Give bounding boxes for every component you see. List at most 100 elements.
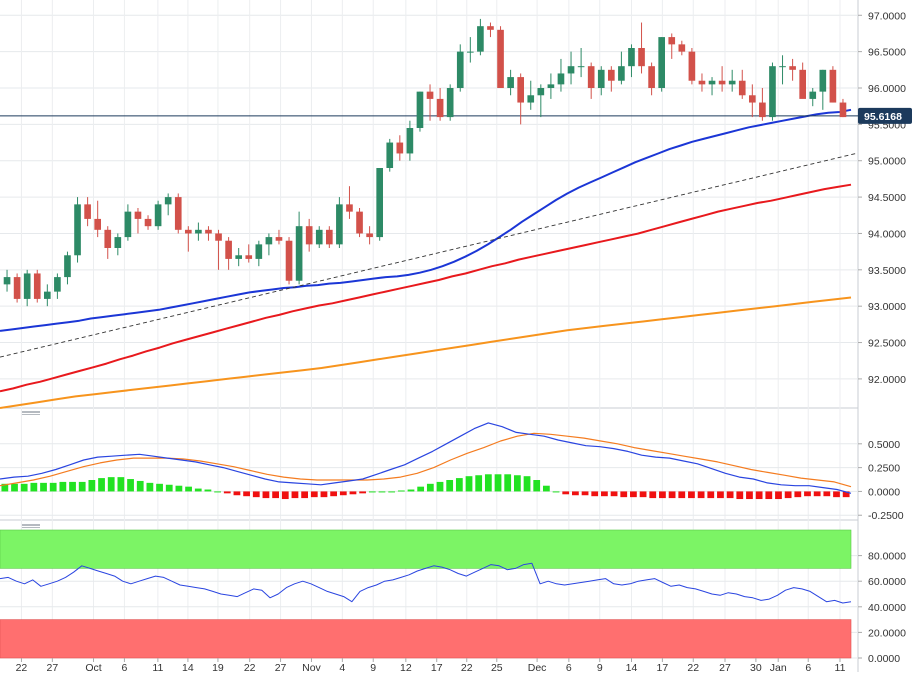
macd-histogram-bar [697,491,705,499]
x-tick-label: 17 [431,662,443,674]
macd-histogram-bar [542,485,550,492]
x-tick-label: 25 [491,662,503,674]
candle-body [255,244,263,259]
candle-body [819,69,827,92]
candle-body [154,204,162,227]
x-tick-label: 6 [121,662,127,674]
rsi-y-tick-label: 60.0000 [868,576,906,588]
rsi-bands [0,529,852,659]
candle-body [84,204,91,219]
x-tick-label: 9 [370,662,376,674]
macd-histogram-bar [69,481,76,492]
candle-body [325,229,333,245]
macd-histogram-bar [813,491,821,497]
candle-body [698,80,706,85]
macd-histogram-bar [533,480,541,492]
candle-body [497,29,504,88]
candle-body [577,66,585,68]
macd-histogram-bar [136,480,144,492]
candle-body [728,80,736,85]
macd-histogram-bar [842,491,850,498]
axis-layer: 97.000096.500096.000095.500095.000094.50… [16,10,907,674]
x-tick-label: 22 [687,662,699,674]
macd-histogram-bar [40,482,47,492]
macd-histogram-bar [78,481,86,492]
macd-histogram-bar [417,486,425,492]
candle-body [678,44,686,52]
macd-histogram-bar [659,491,666,499]
x-tick-label: 4 [339,662,345,674]
candle-body [456,51,464,88]
candle-body [789,66,796,70]
macd-histogram-bar [127,479,134,492]
candle-body [527,95,535,103]
macd-histogram-bar [272,491,279,499]
macd-histogram-bar [591,491,599,497]
candle-body [235,255,243,259]
ma-red-line [0,183,852,393]
x-tick-label: 14 [626,662,638,674]
macd-histogram-bar [185,486,192,492]
main-y-tick-label: 93.5000 [868,265,906,277]
x-tick-label: Nov [302,662,321,674]
macd-line [0,422,852,494]
x-tick-label: 17 [657,662,669,674]
macd-y-tick-label: 0.0000 [868,486,900,498]
candle-body [174,197,182,230]
candle-body [618,66,625,81]
candle-body [557,73,565,85]
candle-body [466,51,474,53]
candle-body [64,255,71,278]
main-y-tick-label: 92.0000 [868,374,906,386]
candle-body [839,102,847,118]
rsi-layer [0,562,852,604]
candle-body [638,48,645,67]
x-tick-label: 11 [152,662,163,674]
candle-body [759,102,766,118]
macd-histogram-bar [436,481,444,492]
macd-histogram-bar [194,488,202,492]
candle-body [356,211,363,234]
macd-histogram-bar [523,476,531,492]
macd-histogram-bar [204,489,212,492]
macd-histogram-bar [30,482,38,492]
macd-histogram-bar [736,491,744,500]
candle-body [738,80,746,96]
macd-histogram-bar [349,491,357,495]
macd-histogram-bar [552,491,560,493]
macd-histogram-bar [146,482,154,492]
macd-histogram-bar [707,491,715,499]
rsi-oversold-zone [0,619,852,659]
candle-body [436,98,444,118]
macd-histogram-bar [678,491,686,499]
macd-histogram-bar [368,491,376,493]
macd-layer [0,422,852,500]
x-tick-label: Dec [528,662,547,674]
candle-body [809,91,817,99]
x-tick-label: 22 [244,662,256,674]
x-tick-label: 27 [46,662,58,674]
x-tick-label: 27 [275,662,287,674]
candle-body [517,77,525,103]
candle-body [366,233,373,238]
candle-body [487,26,494,30]
candle-body [33,273,41,299]
main-y-tick-label: 95.0000 [868,156,906,168]
candle-body [285,240,293,281]
pane-resize-handle-line [22,527,40,528]
x-tick-label: 19 [212,662,224,674]
x-tick-label: 30 [750,662,762,674]
macd-histogram-bar [794,491,802,498]
macd-histogram-bar [156,483,163,492]
main-y-tick-label: 97.0000 [868,10,906,22]
macd-histogram-bar [233,491,241,496]
macd-histogram-bar [11,483,18,492]
macd-histogram-bar [717,491,724,499]
macd-histogram-bar [504,474,512,492]
macd-histogram-bar [649,491,657,499]
x-tick-label: 22 [461,662,473,674]
macd-histogram-bar [388,491,396,493]
candle-body [396,142,404,154]
candle-body [446,88,454,118]
price-label: 95.6168 [864,111,902,123]
